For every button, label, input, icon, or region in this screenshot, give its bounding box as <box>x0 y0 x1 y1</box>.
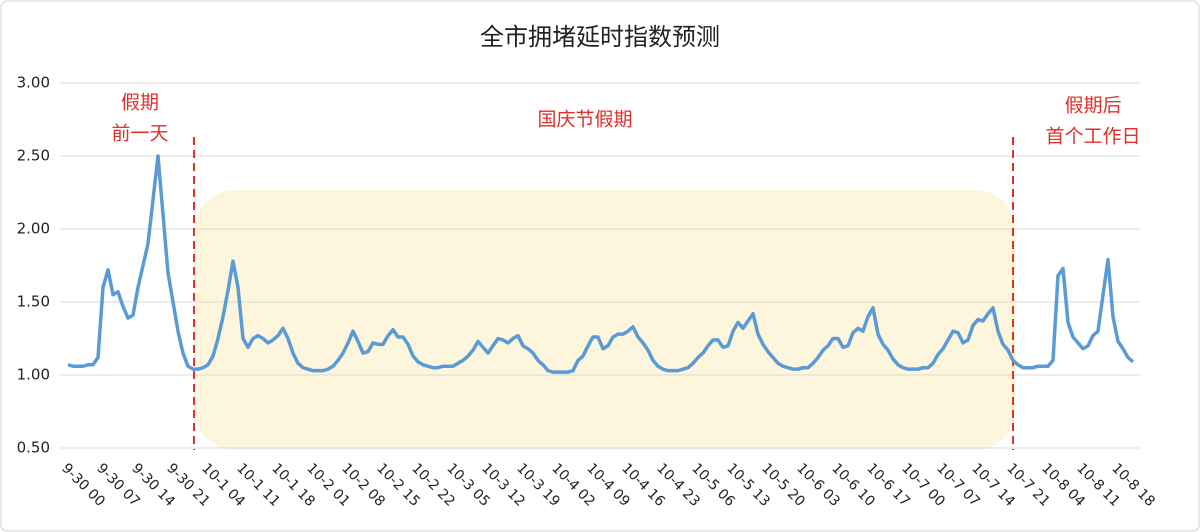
annotation: 假期后 <box>1064 95 1121 117</box>
data-line <box>67 154 1135 374</box>
y-tick-label: 3.00 <box>17 74 50 92</box>
y-tick-label: 2.00 <box>17 220 50 238</box>
chart-title: 全市拥堵延时指数预测 <box>480 23 720 51</box>
holiday-band <box>195 190 1015 450</box>
y-tick-label: 1.00 <box>17 366 50 384</box>
y-tick-label: 2.50 <box>17 147 50 165</box>
annotation: 假期 <box>121 92 159 114</box>
annotation: 国庆节假期 <box>537 109 632 131</box>
annotation: 首个工作日 <box>1045 126 1140 148</box>
y-tick-label: 1.50 <box>17 293 50 311</box>
y-tick-label: 0.50 <box>17 439 50 457</box>
annotation: 前一天 <box>111 123 168 145</box>
